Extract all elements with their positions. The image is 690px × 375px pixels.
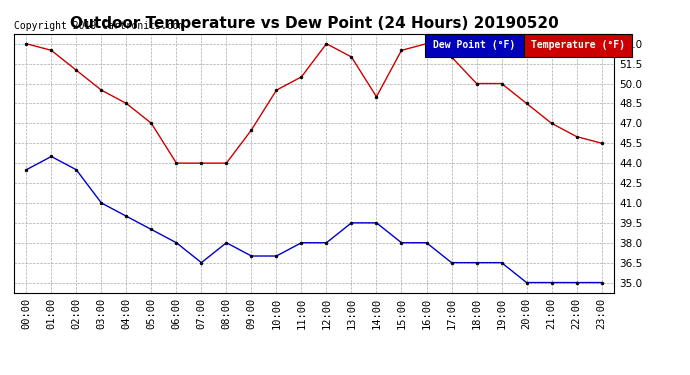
FancyBboxPatch shape [425, 34, 524, 57]
Text: Temperature (°F): Temperature (°F) [531, 40, 625, 50]
FancyBboxPatch shape [524, 34, 632, 57]
Text: Copyright 2019 Cartronics.com: Copyright 2019 Cartronics.com [14, 21, 184, 31]
Text: Dew Point (°F): Dew Point (°F) [433, 40, 515, 50]
Title: Outdoor Temperature vs Dew Point (24 Hours) 20190520: Outdoor Temperature vs Dew Point (24 Hou… [70, 16, 558, 31]
